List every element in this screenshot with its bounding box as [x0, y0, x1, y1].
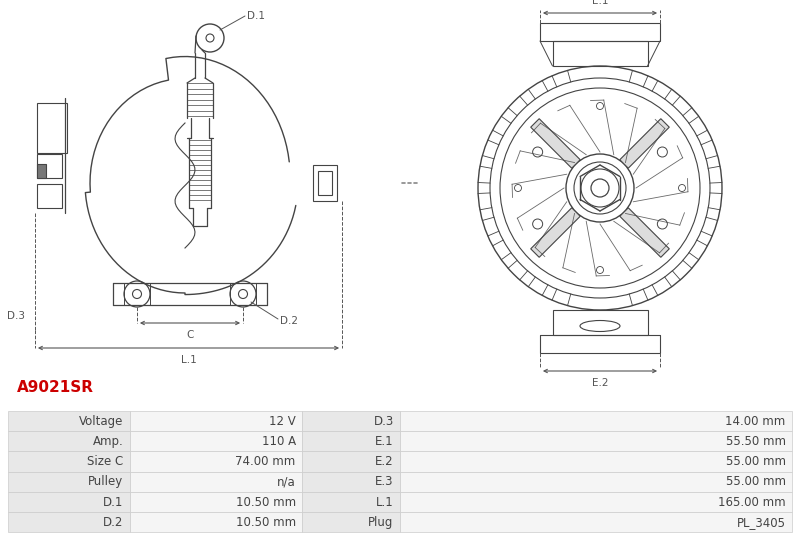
Text: 165.00 mm: 165.00 mm: [718, 496, 786, 509]
Bar: [302, 431, 400, 451]
Bar: [553, 310, 647, 335]
Bar: [130, 492, 302, 512]
Text: C: C: [186, 330, 194, 340]
Bar: [302, 411, 400, 431]
Text: Size C: Size C: [87, 455, 123, 468]
Bar: [8, 411, 130, 431]
Text: L.1: L.1: [376, 496, 394, 509]
Text: 55.00 mm: 55.00 mm: [726, 475, 786, 488]
Bar: [400, 411, 792, 431]
Bar: [313, 165, 337, 201]
Text: Amp.: Amp.: [93, 435, 123, 448]
Bar: [37, 164, 46, 178]
Text: E.2: E.2: [375, 455, 394, 468]
Text: 110 A: 110 A: [262, 435, 296, 448]
Bar: [400, 472, 792, 492]
Bar: [540, 335, 660, 353]
Bar: [302, 472, 400, 492]
Bar: [302, 492, 400, 512]
Bar: [130, 451, 302, 472]
Bar: [540, 23, 660, 41]
Text: E.3: E.3: [375, 475, 394, 488]
Text: A9021SR: A9021SR: [18, 380, 94, 395]
Text: 55.50 mm: 55.50 mm: [726, 435, 786, 448]
Text: D.2: D.2: [103, 516, 123, 529]
Text: E.2: E.2: [592, 378, 608, 388]
Bar: [302, 451, 400, 472]
Bar: [8, 512, 130, 532]
Bar: [302, 512, 400, 532]
Text: D.1: D.1: [103, 496, 123, 509]
Bar: [130, 431, 302, 451]
Bar: [8, 431, 130, 451]
Text: 74.00 mm: 74.00 mm: [235, 455, 296, 468]
Text: L.1: L.1: [181, 355, 196, 365]
Text: D.3: D.3: [7, 311, 25, 321]
Polygon shape: [530, 119, 580, 168]
Bar: [400, 451, 792, 472]
Bar: [130, 472, 302, 492]
Text: Plug: Plug: [368, 516, 394, 529]
Bar: [8, 492, 130, 512]
Bar: [8, 451, 130, 472]
Text: E.1: E.1: [375, 435, 394, 448]
Text: 10.50 mm: 10.50 mm: [236, 496, 296, 509]
Text: 12 V: 12 V: [269, 415, 296, 428]
Bar: [553, 41, 647, 66]
Text: Pulley: Pulley: [88, 475, 123, 488]
Bar: [400, 492, 792, 512]
Text: PL_3405: PL_3405: [737, 516, 786, 529]
Bar: [8, 472, 130, 492]
Text: 10.50 mm: 10.50 mm: [236, 516, 296, 529]
Bar: [318, 171, 332, 195]
Text: 55.00 mm: 55.00 mm: [726, 455, 786, 468]
Text: 14.00 mm: 14.00 mm: [726, 415, 786, 428]
Polygon shape: [620, 119, 670, 168]
Bar: [400, 512, 792, 532]
Text: D.3: D.3: [374, 415, 394, 428]
Polygon shape: [620, 208, 670, 257]
Text: E.1: E.1: [592, 0, 608, 6]
Bar: [130, 411, 302, 431]
Text: D.1: D.1: [247, 11, 265, 21]
Bar: [37, 103, 67, 153]
Bar: [130, 512, 302, 532]
Text: Voltage: Voltage: [79, 415, 123, 428]
Polygon shape: [530, 208, 580, 257]
Text: n/a: n/a: [277, 475, 296, 488]
Bar: [37, 154, 62, 178]
Bar: [400, 431, 792, 451]
Bar: [37, 184, 62, 208]
Text: D.2: D.2: [280, 316, 298, 326]
